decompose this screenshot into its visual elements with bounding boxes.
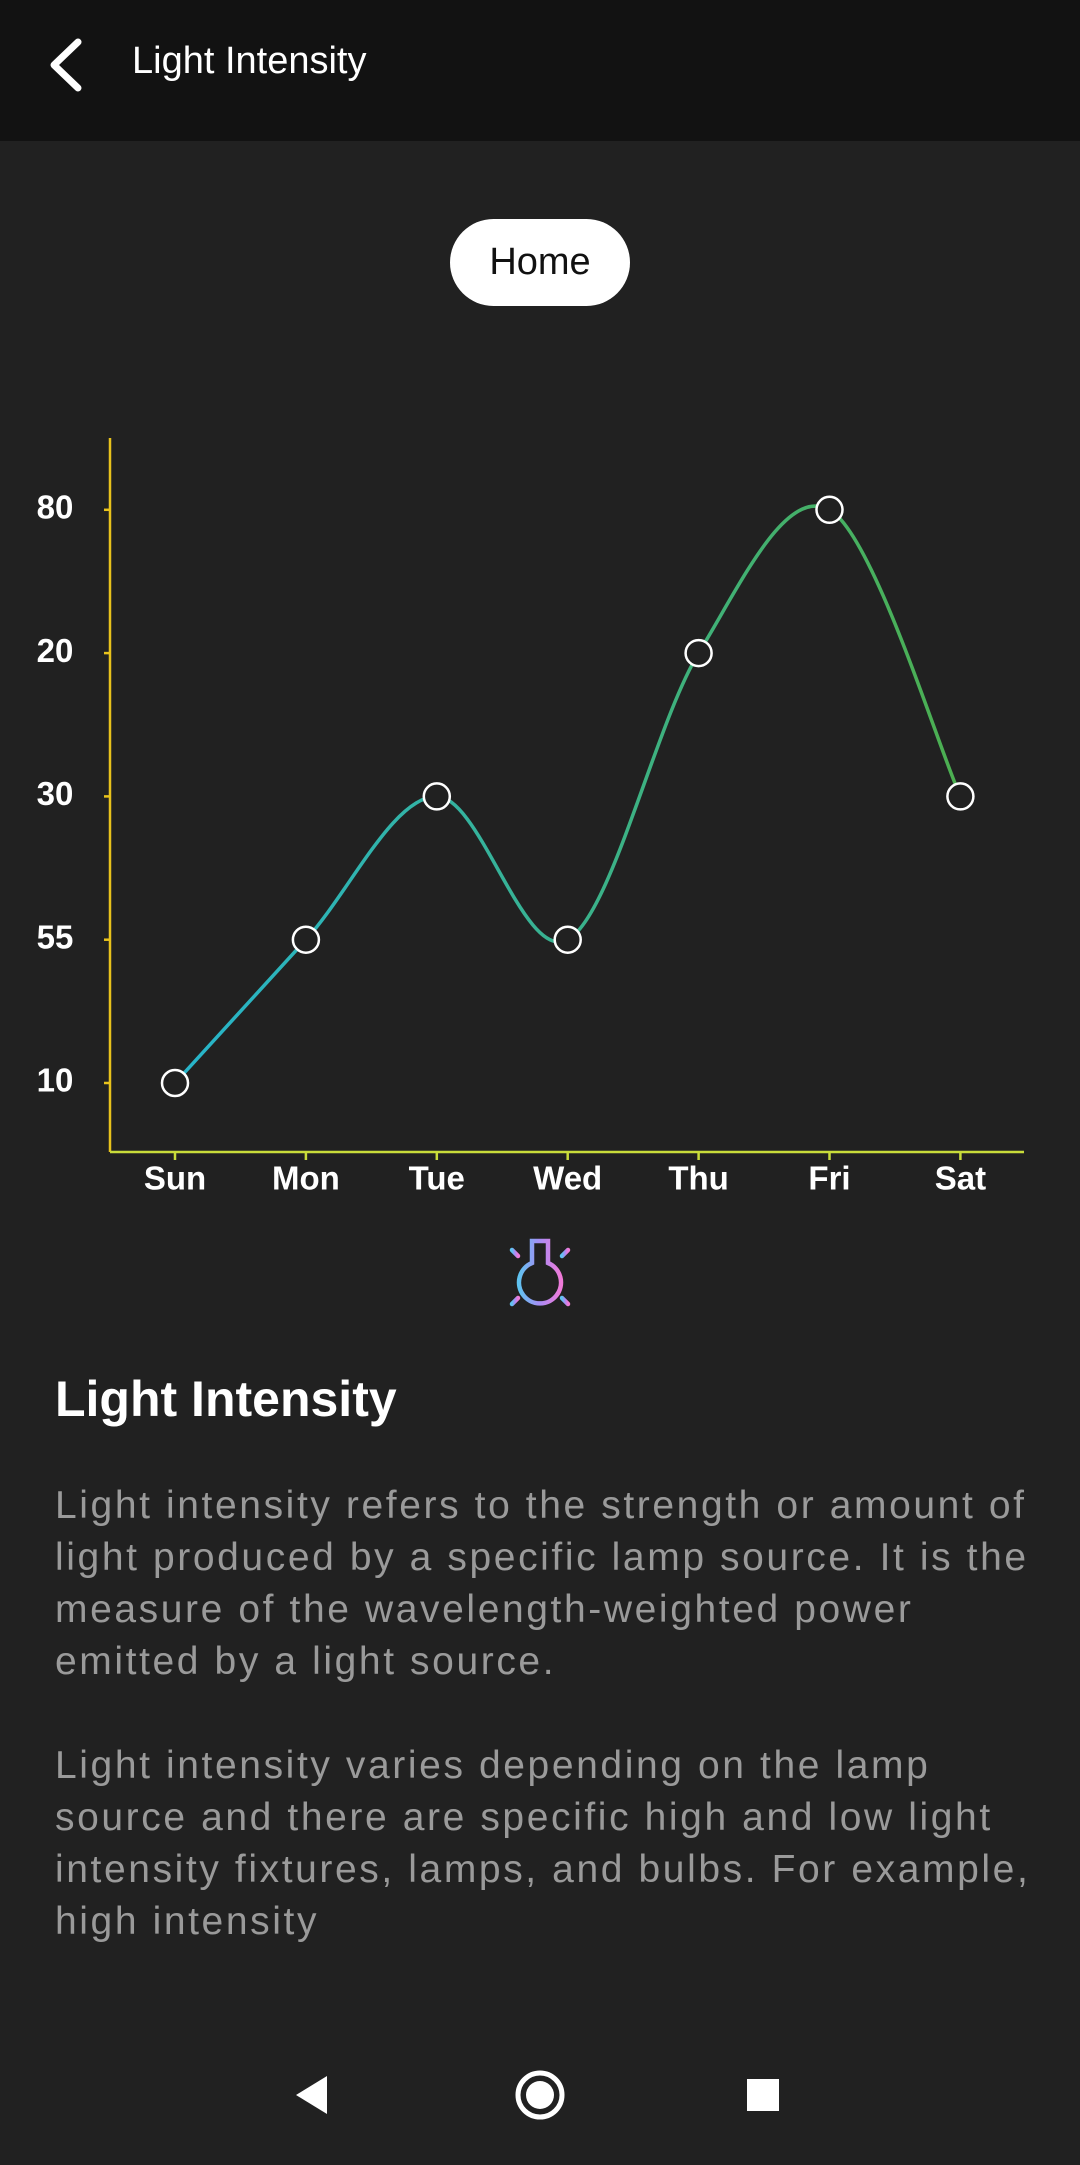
nav-bar [0,2032,1080,2160]
y-tick-label: 30 [37,775,74,812]
nav-back[interactable] [296,2076,327,2114]
x-tick-label: Fri [808,1160,850,1197]
x-tick-label: Mon [272,1160,340,1197]
paragraph: Light intensity varies depending on the … [55,1744,1031,1943]
x-tick-label: Thu [668,1160,728,1197]
y-tick-label: 10 [37,1062,74,1099]
app-bar: Light Intensity [0,0,1080,141]
description: Light Intensity Light intensity refers t… [55,1370,1040,2032]
data-point [553,925,582,954]
nav-recents[interactable] [747,2079,779,2111]
paragraph: Light intensity refers to the strength o… [55,1484,1029,1683]
x-tick-label: Sat [935,1160,986,1197]
x-tick-label: Tue [409,1160,465,1197]
tab-chip[interactable]: Home [450,219,630,306]
y-tick-label: 55 [37,918,74,955]
app-title: Light Intensity [132,40,367,82]
data-point [160,1068,190,1098]
y-tick-label: 20 [37,632,74,669]
data-point [946,782,975,811]
data-point [291,925,321,954]
data-point [684,638,713,668]
bulb-icon [497,1238,583,1318]
nav-icons [296,2070,779,2120]
nav-home[interactable] [515,2070,565,2120]
x-tick-label: Sun [144,1160,206,1197]
data-line [173,504,962,1085]
data-point [815,495,844,525]
chart: 10 55 30 20 80 Sun Mon Tue Wed Thu Fri Sat [37,438,1024,1318]
data-point [422,782,452,811]
x-tick-label: Wed [533,1160,602,1197]
back-button[interactable] [44,36,88,94]
section-title: Light Intensity [55,1371,397,1427]
y-tick-label: 80 [37,489,74,526]
